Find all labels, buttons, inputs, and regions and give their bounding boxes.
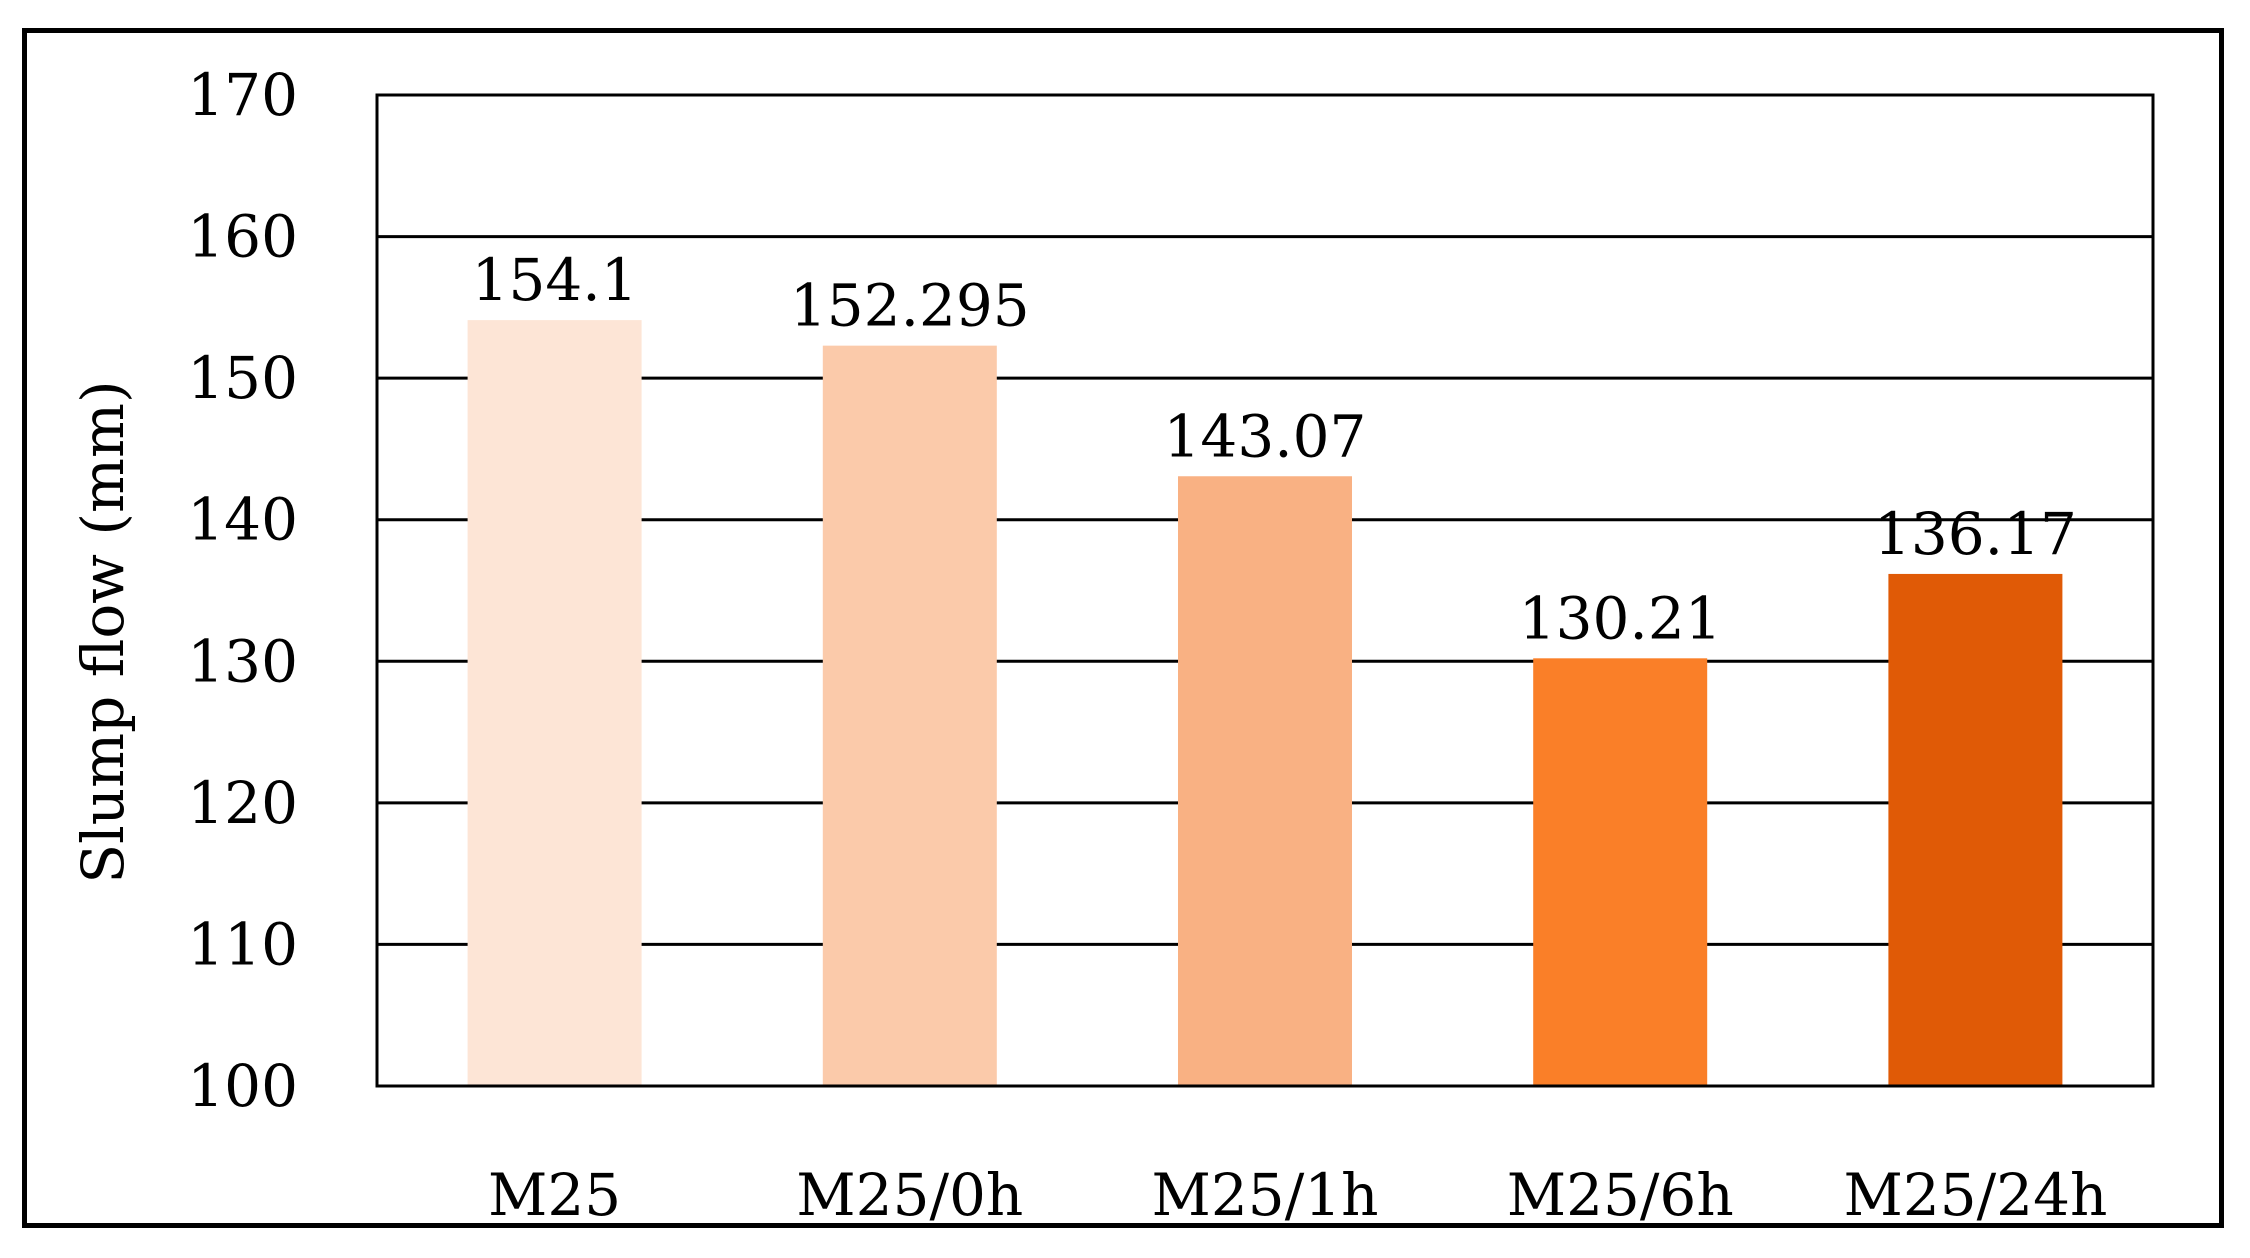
x-tick-label-M25/1h: M25/1h bbox=[1152, 1161, 1379, 1229]
bar-M25 bbox=[467, 320, 642, 1086]
bar-M25/6h bbox=[1533, 658, 1708, 1086]
y-tick-label: 130 bbox=[187, 627, 298, 695]
y-axis-title: Slump flow (mm) bbox=[69, 380, 137, 883]
x-tick-label-M25/24h: M25/24h bbox=[1843, 1161, 2107, 1229]
x-tick-label-M25: M25 bbox=[488, 1161, 621, 1229]
x-tick-label-M25/0h: M25/0h bbox=[796, 1161, 1023, 1229]
data-label-M25: 154.1 bbox=[472, 246, 638, 314]
y-tick-label: 110 bbox=[187, 910, 298, 978]
y-axis-ticks: 100 110 120 130 140 150 160 170 bbox=[187, 61, 298, 1120]
data-label-M25/6h: 130.21 bbox=[1519, 584, 1722, 652]
data-labels: 154.1 152.295 143.07 130.21 136.17 bbox=[472, 246, 2077, 652]
bar-M25/1h bbox=[1178, 476, 1352, 1087]
y-tick-label: 170 bbox=[187, 61, 298, 129]
chart-frame bbox=[22, 28, 2224, 1228]
data-label-M25/0h: 152.295 bbox=[790, 272, 1030, 340]
x-tick-label-M25/6h: M25/6h bbox=[1507, 1161, 1734, 1229]
y-tick-label: 160 bbox=[187, 203, 298, 271]
plot-area-border bbox=[375, 93, 2155, 1088]
y-tick-label: 100 bbox=[187, 1052, 298, 1120]
data-label-M25/24h: 136.17 bbox=[1874, 500, 2077, 568]
bars bbox=[467, 320, 2063, 1087]
x-axis-categories: M25 M25/0h M25/1h M25/6h M25/24h bbox=[488, 1161, 2107, 1229]
bar-M25/24h bbox=[1888, 573, 2063, 1086]
bar-M25/0h bbox=[822, 345, 997, 1086]
y-tick-label: 140 bbox=[187, 486, 298, 554]
y-tick-label: 120 bbox=[187, 769, 298, 837]
data-label-M25/1h: 143.07 bbox=[1164, 402, 1367, 470]
y-tick-label: 150 bbox=[187, 344, 298, 412]
